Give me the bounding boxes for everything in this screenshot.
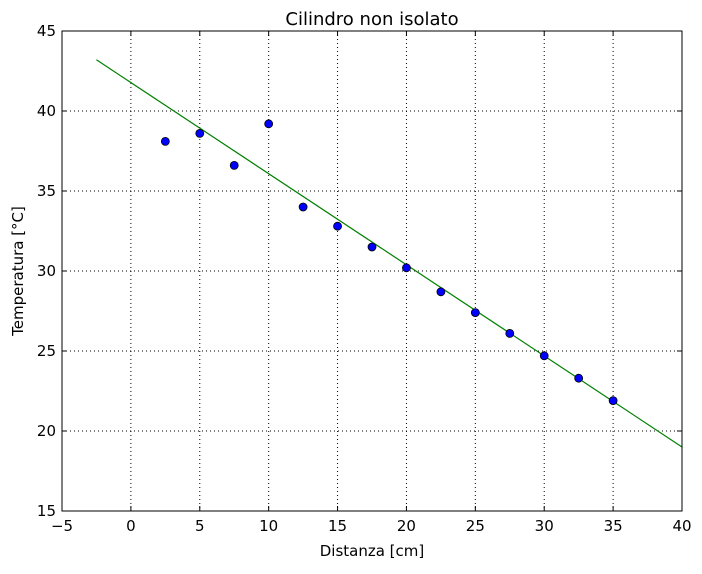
data-point [367,242,377,252]
x-tick-label: 20 [397,517,416,535]
data-point [264,119,274,129]
fit-line [96,59,683,448]
x-tick-label: 0 [126,517,136,535]
y-tick-label: 30 [37,262,56,280]
data-point [160,136,170,146]
data-point [608,396,618,406]
x-axis-label: Distanza [cm] [320,542,425,560]
x-tick-label: 35 [604,517,623,535]
data-point [539,351,549,361]
data-point [574,373,584,383]
y-axis-label: Temperatura [°C] [9,206,27,337]
data-point [195,128,205,138]
data-point [436,287,446,297]
y-tick-label: 20 [37,422,56,440]
chart-title: Cilindro non isolato [285,9,458,30]
x-tick-label: 25 [466,517,485,535]
x-tick-label: 10 [259,517,278,535]
series-layer [96,59,683,448]
y-tick-label: 45 [37,22,56,40]
data-point [298,202,308,212]
data-point [505,328,515,338]
grid-layer [62,31,682,511]
data-point [470,308,480,318]
tick-layer: −5 0 5 10 15 20 25 30 35 40 15 20 25 30 35 40 45 [37,22,692,535]
data-point [229,160,239,170]
y-tick-label: 40 [37,102,56,120]
data-point [333,221,342,231]
data-point [402,263,411,273]
y-tick-label: 35 [37,182,56,200]
x-tick-label: 30 [535,517,554,535]
x-tick-label: 5 [195,517,205,535]
x-tick-label: −5 [51,517,73,535]
x-tick-label: 40 [672,517,691,535]
y-tick-label: 25 [37,342,56,360]
y-tick-label: 15 [37,502,56,520]
x-tick-label: 15 [328,517,347,535]
